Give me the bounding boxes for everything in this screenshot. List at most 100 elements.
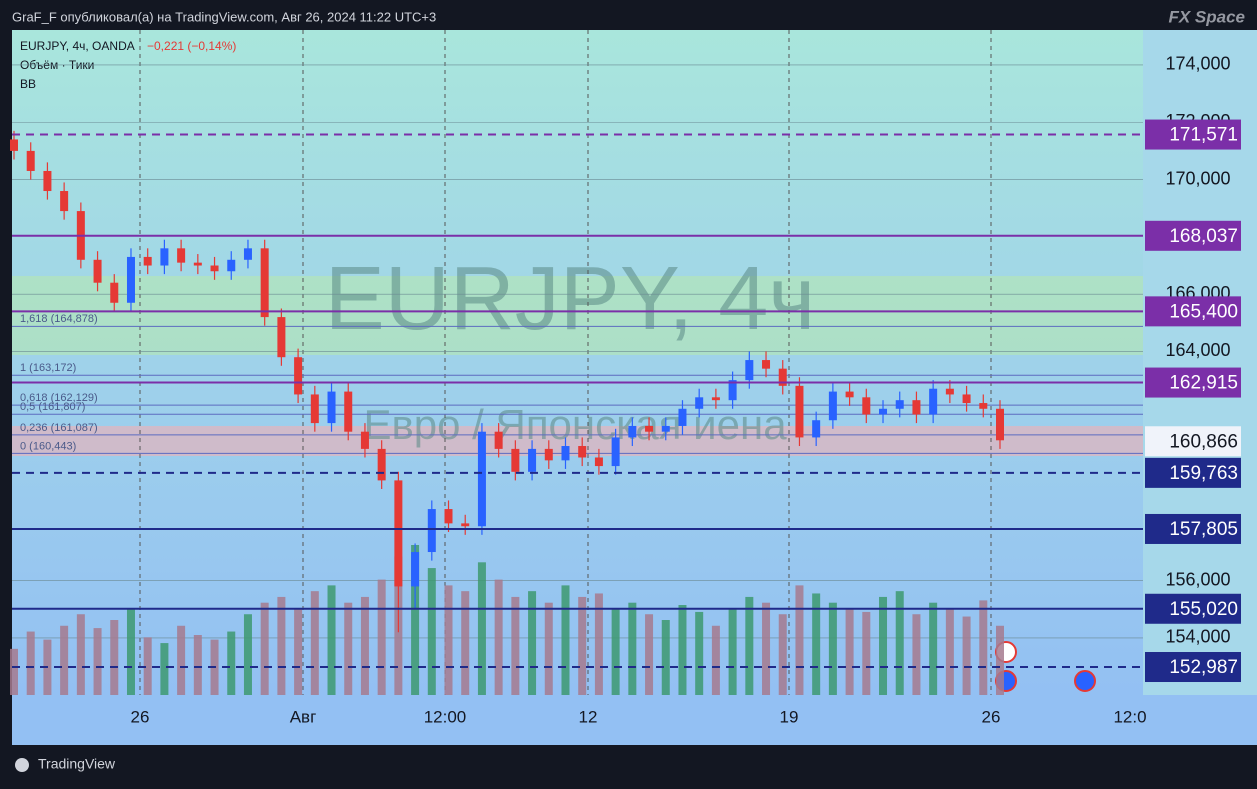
candle-body bbox=[661, 425, 670, 432]
level-box bbox=[1145, 426, 1241, 457]
candle-body bbox=[126, 256, 135, 303]
volume-bar bbox=[594, 593, 603, 695]
volume-bar bbox=[962, 616, 971, 695]
candle-body bbox=[895, 400, 904, 409]
candle-body bbox=[996, 408, 1004, 441]
candle-body bbox=[360, 431, 369, 449]
volume-bar bbox=[60, 625, 69, 695]
volume-bar bbox=[294, 608, 303, 695]
volume-bar bbox=[628, 602, 637, 695]
volume-bar bbox=[578, 596, 587, 695]
candle-body bbox=[845, 391, 854, 398]
legend-symbol: EURJPY, 4ч, OANDA bbox=[20, 39, 135, 53]
candle-body bbox=[143, 256, 152, 266]
x-tick-label: Авг bbox=[290, 707, 317, 726]
volume-bar bbox=[227, 631, 236, 695]
volume-bar bbox=[812, 593, 821, 695]
volume-bar bbox=[845, 608, 854, 695]
candle-body bbox=[193, 262, 202, 266]
logo bbox=[15, 758, 29, 772]
volume-bar bbox=[277, 596, 286, 695]
volume-bar bbox=[327, 585, 336, 695]
volume-bar bbox=[110, 620, 119, 695]
level-box bbox=[1145, 513, 1241, 544]
candle-body bbox=[862, 397, 871, 415]
candle-body bbox=[177, 248, 186, 263]
volume-bar bbox=[728, 608, 737, 695]
candle-body bbox=[728, 380, 737, 401]
level-box bbox=[1145, 296, 1241, 327]
candle-body bbox=[762, 360, 771, 369]
volume-bar bbox=[243, 614, 252, 695]
candle-body bbox=[962, 394, 971, 404]
x-tick-label: 26 bbox=[982, 707, 1001, 726]
fib-label: 0 (160,443) bbox=[20, 440, 76, 452]
candle-body bbox=[695, 397, 704, 409]
candle-body bbox=[394, 480, 403, 587]
candle-body bbox=[745, 360, 754, 381]
x-tick-label: 12:0 bbox=[1113, 707, 1146, 726]
candle-body bbox=[294, 357, 303, 395]
candle-body bbox=[210, 265, 219, 272]
volume-bar bbox=[645, 614, 654, 695]
volume-bar bbox=[76, 614, 85, 695]
volume-bar bbox=[10, 648, 18, 695]
candle-body bbox=[528, 448, 537, 472]
volume-bar bbox=[862, 611, 871, 695]
candle-body bbox=[461, 523, 470, 527]
footer-brand: TradingView bbox=[38, 756, 116, 772]
volume-bar bbox=[795, 585, 804, 695]
volume-bar bbox=[711, 625, 720, 695]
candle-body bbox=[411, 552, 420, 587]
y-tick-label: 156,000 bbox=[1165, 569, 1230, 589]
candle-body bbox=[594, 457, 603, 467]
volume-bar bbox=[745, 596, 754, 695]
volume-bar bbox=[177, 625, 186, 695]
candle-body bbox=[310, 394, 319, 424]
candle-body bbox=[227, 259, 236, 272]
volume-bar bbox=[143, 637, 152, 695]
plot-area bbox=[12, 30, 1143, 695]
volume-bar bbox=[611, 608, 620, 695]
candle-body bbox=[260, 248, 269, 318]
candle-body bbox=[778, 368, 787, 386]
y-tick-label: 174,000 bbox=[1165, 54, 1230, 74]
volume-bar bbox=[912, 614, 921, 695]
volume-bar bbox=[26, 631, 35, 695]
level-box bbox=[1145, 593, 1241, 624]
footer-bar bbox=[0, 745, 1257, 784]
candle-body bbox=[544, 448, 553, 461]
legend-change: −0,221 (−0,14%) bbox=[147, 39, 236, 53]
volume-bar bbox=[544, 602, 553, 695]
volume-bar bbox=[461, 591, 470, 695]
candle-body bbox=[945, 388, 954, 395]
candle-body bbox=[43, 170, 52, 192]
volume-bar bbox=[310, 591, 319, 695]
volume-bar bbox=[678, 605, 687, 695]
candle-body bbox=[879, 408, 888, 415]
level-box bbox=[1145, 457, 1241, 488]
candle-body bbox=[828, 391, 837, 421]
volume-bar bbox=[561, 585, 570, 695]
candle-body bbox=[10, 139, 18, 151]
level-label: 171,571 bbox=[1169, 125, 1238, 146]
volume-bar bbox=[895, 591, 904, 695]
volume-bar bbox=[661, 620, 670, 695]
icon[interactable] bbox=[1074, 670, 1096, 692]
volume-bar bbox=[494, 579, 503, 695]
candle-body bbox=[344, 391, 353, 432]
volume-bar bbox=[411, 545, 420, 695]
candle-body bbox=[277, 317, 286, 358]
volume-bar bbox=[511, 596, 520, 695]
fib-label: 0,618 (162,129) bbox=[20, 392, 98, 404]
zone bbox=[12, 276, 1143, 355]
level-label: 159,763 bbox=[1169, 463, 1238, 484]
volume-bar bbox=[879, 596, 888, 695]
y-tick-label: 164,000 bbox=[1165, 340, 1230, 360]
candle-body bbox=[812, 420, 821, 438]
y-tick-label: 170,000 bbox=[1165, 168, 1230, 188]
candle-body bbox=[611, 437, 620, 467]
fib-label: 1 (163,172) bbox=[20, 362, 76, 374]
candle-body bbox=[929, 388, 938, 415]
